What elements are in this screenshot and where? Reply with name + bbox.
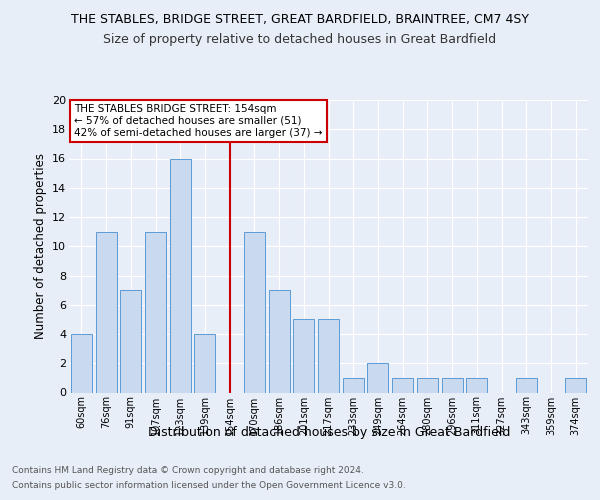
Bar bbox=[466, 378, 487, 392]
Bar bbox=[95, 232, 116, 392]
Text: Size of property relative to detached houses in Great Bardfield: Size of property relative to detached ho… bbox=[103, 32, 497, 46]
Bar bbox=[170, 158, 191, 392]
Bar bbox=[565, 378, 586, 392]
Bar bbox=[417, 378, 438, 392]
Text: Distribution of detached houses by size in Great Bardfield: Distribution of detached houses by size … bbox=[148, 426, 510, 439]
Bar bbox=[120, 290, 141, 392]
Bar bbox=[269, 290, 290, 392]
Bar bbox=[516, 378, 537, 392]
Bar bbox=[367, 363, 388, 392]
Bar bbox=[318, 320, 339, 392]
Bar bbox=[293, 320, 314, 392]
Bar bbox=[71, 334, 92, 392]
Bar bbox=[392, 378, 413, 392]
Bar bbox=[145, 232, 166, 392]
Text: THE STABLES, BRIDGE STREET, GREAT BARDFIELD, BRAINTREE, CM7 4SY: THE STABLES, BRIDGE STREET, GREAT BARDFI… bbox=[71, 12, 529, 26]
Bar bbox=[343, 378, 364, 392]
Bar bbox=[194, 334, 215, 392]
Bar bbox=[442, 378, 463, 392]
Text: Contains public sector information licensed under the Open Government Licence v3: Contains public sector information licen… bbox=[12, 481, 406, 490]
Bar bbox=[244, 232, 265, 392]
Y-axis label: Number of detached properties: Number of detached properties bbox=[34, 153, 47, 340]
Text: Contains HM Land Registry data © Crown copyright and database right 2024.: Contains HM Land Registry data © Crown c… bbox=[12, 466, 364, 475]
Text: THE STABLES BRIDGE STREET: 154sqm
← 57% of detached houses are smaller (51)
42% : THE STABLES BRIDGE STREET: 154sqm ← 57% … bbox=[74, 104, 323, 138]
